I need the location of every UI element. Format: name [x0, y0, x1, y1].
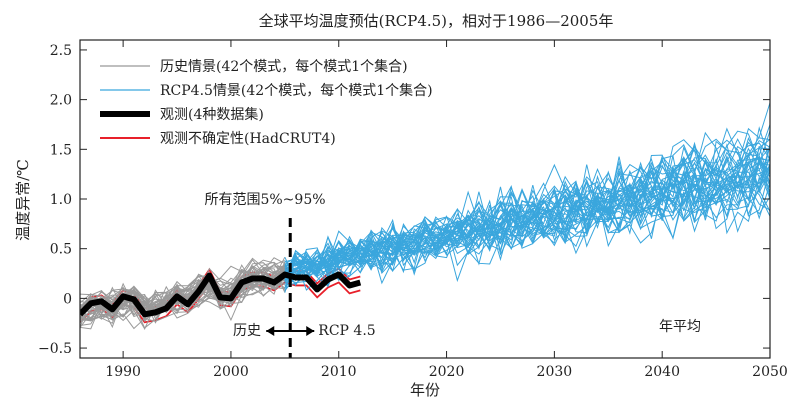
rcp-arrowhead: [306, 326, 315, 336]
y-axis-ticks: −0.5 0 0.5 1.0 1.5 2.0 2.5: [38, 43, 770, 357]
range-annotation: 所有范围5%~95%: [204, 191, 325, 208]
legend: 历史情景(42个模式，每个模式1个集合) RCP4.5情景(42个模式，每个模式1…: [100, 58, 433, 147]
observed-line: [80, 271, 362, 318]
x-tick-label: 2000: [213, 364, 249, 380]
rcp45-ensemble-layer: [284, 102, 770, 293]
rcp45-member-line: [284, 165, 770, 287]
divider-layer: [266, 218, 315, 358]
rcp45-member-line: [284, 156, 770, 288]
x-axis-ticks: 1990 2000 2010 2020 2030 2040 2050: [105, 40, 788, 380]
legend-label: 观测不确定性(HadCRUT4): [160, 131, 336, 147]
x-tick-label: 2040: [644, 364, 680, 380]
y-tick-label: 2.0: [50, 93, 72, 109]
rcp-annotation: RCP 4.5: [318, 323, 375, 339]
y-tick-label: 2.5: [50, 43, 72, 59]
rcp45-member-line: [284, 160, 770, 274]
rcp45-member-line: [284, 137, 770, 284]
x-tick-label: 1990: [105, 364, 141, 380]
x-tick-label: 2010: [321, 364, 357, 380]
chart-title: 全球平均温度预估(RCP4.5)，相对于1986—2005年: [259, 12, 614, 30]
x-tick-label: 2030: [537, 364, 573, 380]
y-tick-label: 1.0: [50, 192, 72, 208]
y-axis-label: 温度异常/℃: [14, 159, 32, 241]
x-axis-label: 年份: [410, 381, 440, 399]
rcp45-member-line: [284, 163, 770, 274]
y-tick-label: 0: [63, 291, 72, 307]
y-tick-label: 1.5: [50, 142, 72, 158]
history-annotation: 历史: [233, 323, 261, 339]
legend-label: 历史情景(42个模式，每个模式1个集合): [160, 58, 408, 75]
x-tick-label: 2050: [752, 364, 788, 380]
observed-layer: [80, 271, 362, 318]
historical-member-line: [80, 259, 286, 324]
x-tick-label: 2020: [429, 364, 465, 380]
legend-label: RCP4.5情景(42个模式，每个模式1个集合): [160, 82, 433, 99]
rcp45-member-line: [284, 130, 770, 279]
y-tick-label: −0.5: [38, 341, 72, 357]
y-tick-label: 0.5: [50, 242, 72, 258]
history-arrowhead: [266, 326, 275, 336]
legend-label: 观测(4种数据集): [160, 106, 264, 123]
annual-mean-annotation: 年平均: [659, 319, 701, 335]
historical-ensemble-layer: [80, 256, 286, 330]
